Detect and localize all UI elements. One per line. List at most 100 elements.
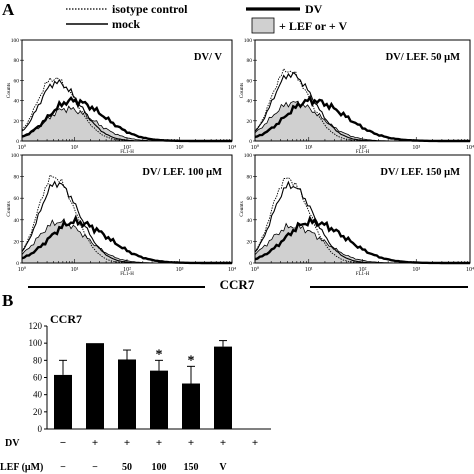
ccr7-axis-title: CCR7 xyxy=(220,277,255,292)
panel-b-label: B xyxy=(2,291,13,310)
y-tick-label: 0 xyxy=(249,261,252,267)
y-tick-label: 20 xyxy=(14,119,20,125)
treated-area xyxy=(254,222,470,264)
legend: isotype control mock DV + LEF or + V xyxy=(66,2,347,34)
x-tick-label: 10² xyxy=(359,267,367,273)
bar-chart-title: CCR7 xyxy=(50,312,82,326)
y-tick-label: 0 xyxy=(38,424,43,434)
x-tick-label: 10¹ xyxy=(305,145,313,151)
x-tick-label: 10² xyxy=(359,145,367,151)
panel-title: DV/ LEF. 150 μM xyxy=(380,167,460,178)
y-tick-label: 80 xyxy=(14,175,20,181)
y-tick-label: 80 xyxy=(247,58,253,64)
histogram-panel-2: 0 20 40 60 80 100 Counts 10⁰ 10¹ 10² 10³ 10⁴ FL1-H DV… xyxy=(239,38,474,155)
x-tick-label: 10³ xyxy=(412,145,420,151)
bar xyxy=(118,359,136,429)
y-axis-label: Counts xyxy=(239,83,245,99)
y-tick-label: 100 xyxy=(244,153,253,159)
y-axis-label: Counts xyxy=(239,201,245,217)
panel-title: DV/ V xyxy=(194,52,223,63)
x-axis-label: FL1-H xyxy=(356,272,370,277)
histogram-panel-1: 0 20 40 60 80 100 Counts 10⁰ 10¹ 10² 10³ 10⁴ FL1-H DV… xyxy=(6,38,236,155)
y-tick-label: 60 xyxy=(14,78,20,84)
dv-row-cell: + xyxy=(220,437,226,449)
legend-treated-label: + LEF or + V xyxy=(279,19,347,33)
bar xyxy=(54,374,72,429)
y-tick-label: 40 xyxy=(247,99,253,105)
lef-row-cell: 100 xyxy=(152,462,167,473)
panel-title: DV/ LEF. 100 μM xyxy=(142,167,222,178)
y-axis-label: Counts xyxy=(6,201,12,217)
y-tick-label: 60 xyxy=(247,196,253,202)
legend-dv-label: DV xyxy=(305,2,323,16)
significance-mark: * xyxy=(156,347,163,362)
x-tick-label: 10¹ xyxy=(71,267,79,273)
y-tick-label: 40 xyxy=(247,218,253,224)
x-tick-label: 10⁴ xyxy=(466,267,474,273)
bar xyxy=(150,370,168,429)
dv-row-label: DV xyxy=(5,438,20,449)
dv-row-cell: + xyxy=(92,437,98,449)
panel-title: DV/ LEF. 50 μM xyxy=(386,52,460,63)
treated-area xyxy=(21,218,232,264)
x-tick-label: 10³ xyxy=(176,145,184,151)
dv-row-cell: + xyxy=(124,437,130,449)
y-tick-label: 100 xyxy=(11,153,20,159)
x-tick-label: 10⁰ xyxy=(251,266,260,273)
y-tick-label: 0 xyxy=(16,261,19,267)
y-tick-label: 100 xyxy=(11,38,20,44)
x-tick-label: 10⁴ xyxy=(228,145,236,151)
treated-area xyxy=(254,100,470,142)
x-tick-label: 10³ xyxy=(412,267,420,273)
lef-row-cell: V xyxy=(219,462,227,473)
y-tick-label: 40 xyxy=(14,218,20,224)
dv-row-cell: + xyxy=(156,437,162,449)
y-tick-label: 20 xyxy=(247,119,253,125)
y-tick-label: 60 xyxy=(247,78,253,84)
y-tick-label: 80 xyxy=(247,175,253,181)
y-tick-label: 0 xyxy=(16,139,19,145)
bar-chart: CCR7 0 20 40 60 80 100 120 − − + − +50 * +100 * +150 + V + D… xyxy=(0,312,271,473)
lef-row-label: LEF (μM) xyxy=(0,462,43,473)
significance-mark: * xyxy=(188,353,195,368)
x-tick-label: 10⁰ xyxy=(251,144,260,151)
x-tick-label: 10⁴ xyxy=(466,145,474,151)
histogram-panels: 0 20 40 60 80 100 Counts 10⁰ 10¹ 10² 10³ 10⁴ FL1-H DV… xyxy=(6,38,474,277)
y-tick-label: 20 xyxy=(33,407,43,417)
legend-isotype-label: isotype control xyxy=(112,2,188,16)
lef-row-cell: 50 xyxy=(122,462,132,473)
bar xyxy=(214,346,232,429)
x-tick-label: 10² xyxy=(123,267,131,273)
y-tick-label: 20 xyxy=(247,239,253,245)
y-tick-label: 40 xyxy=(33,390,43,400)
dv-row-cell: + xyxy=(252,437,258,449)
x-tick-label: 10⁴ xyxy=(228,267,236,273)
x-tick-label: 10² xyxy=(123,145,131,151)
dv-row-cell: − xyxy=(60,437,66,449)
y-tick-label: 80 xyxy=(14,58,20,64)
legend-treated-swatch xyxy=(251,17,275,34)
y-tick-label: 100 xyxy=(244,38,253,44)
y-tick-label: 100 xyxy=(29,338,43,348)
y-tick-label: 60 xyxy=(33,373,43,383)
bar xyxy=(86,343,104,429)
y-tick-label: 120 xyxy=(29,321,43,331)
y-tick-label: 80 xyxy=(33,355,43,365)
x-tick-label: 10¹ xyxy=(71,145,79,151)
x-axis-label: FL1-H xyxy=(120,150,134,155)
y-tick-label: 20 xyxy=(14,239,20,245)
x-tick-label: 10¹ xyxy=(305,267,313,273)
y-tick-label: 60 xyxy=(14,196,20,202)
legend-mock-label: mock xyxy=(112,17,140,31)
x-tick-label: 10³ xyxy=(176,267,184,273)
lef-row-cell: 150 xyxy=(184,462,199,473)
x-axis-label: FL1-H xyxy=(120,272,134,277)
bar xyxy=(182,383,200,429)
y-tick-label: 40 xyxy=(14,99,20,105)
panel-a-label: A xyxy=(2,0,15,19)
x-tick-label: 10⁰ xyxy=(18,144,27,151)
histogram-panel-3: 0 20 40 60 80 100 Counts 10⁰ 10¹ 10² 10³ 10⁴ FL1-H DV… xyxy=(6,153,236,277)
y-tick-label: 0 xyxy=(249,139,252,145)
x-tick-label: 10⁰ xyxy=(18,266,27,273)
